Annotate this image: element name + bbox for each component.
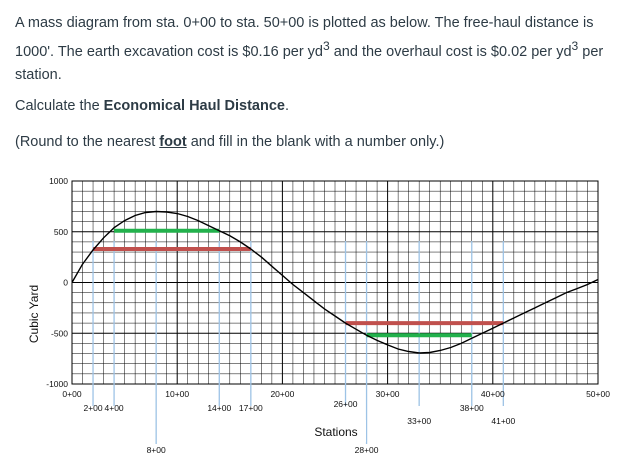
x-tick-label: 2+00 [83, 403, 102, 413]
x-tick-label: 20+00 [270, 389, 294, 399]
mass-curve [71, 210, 599, 354]
y-tick-label: 1000 [49, 176, 68, 186]
x-tick-label: 38+00 [460, 403, 484, 413]
mass-diagram-chart: 1000 500 0 -500 -1000 0+002+00 4+00 8+00 10+00 1… [27, 176, 610, 455]
chart-horizontal-lines [93, 228, 504, 338]
round-bold: foot [159, 134, 187, 150]
x-axis-label: Stations [314, 425, 357, 439]
x-tick-label: 41+00 [491, 416, 515, 426]
y-tick-label: 500 [54, 227, 68, 237]
x-tick-label: 4+00 [105, 403, 124, 413]
y-tick-label: -1000 [46, 379, 68, 389]
chart-grid [71, 180, 599, 385]
x-tick-label: 30+00 [376, 389, 400, 399]
superscript-3b: 3 [571, 39, 579, 53]
x-tick-label: 8+00 [147, 445, 166, 455]
x-tick-label: 33+00 [407, 416, 431, 426]
x-tick-label: 10+00 [165, 389, 189, 399]
y-axis-label: Cubic Yard [27, 285, 41, 343]
x-tick-label: 26+00 [334, 399, 358, 409]
x-tick-label: 17+00 [239, 403, 263, 413]
chart-drop-lines [92, 241, 504, 444]
round-suffix: and fill in the blank with a number only… [186, 134, 445, 150]
rounding-instruction: (Round to the nearest foot and fill in t… [15, 131, 615, 154]
question-line-1b: and the overhaul cost is $0.02 per yd [329, 43, 572, 60]
x-tick-labels: 0+002+00 4+00 8+00 10+00 14+00 17+00 20+00 26+0… [62, 389, 610, 455]
question-text: A mass diagram from sta. 0+00 to sta. 50… [15, 12, 615, 87]
calculate-instruction: Calculate the Economical Haul Distance. [15, 95, 615, 118]
calc-bold: Economical Haul Distance [103, 98, 285, 114]
x-tick-label: 14+00 [207, 403, 231, 413]
question-line-1: A mass diagram from sta. 0+00 to sta. 50… [15, 15, 594, 60]
y-tick-labels: 1000 500 0 -500 -1000 [46, 176, 68, 389]
x-tick-label: 0+00 [62, 389, 81, 399]
calc-suffix: . [284, 98, 290, 114]
y-tick-label: -500 [51, 328, 68, 338]
x-tick-label: 50+00 [586, 389, 610, 399]
question-line-1c: per station. [15, 43, 604, 83]
calc-prefix: Calculate the [15, 98, 104, 114]
x-tick-label: 28+00 [355, 445, 379, 455]
superscript-3: 3 [323, 39, 330, 53]
x-axis-label-box [306, 420, 366, 442]
y-tick-label: 0 [63, 278, 68, 288]
round-prefix: (Round to the nearest [15, 134, 160, 150]
x-tick-label: 40+00 [481, 389, 505, 399]
